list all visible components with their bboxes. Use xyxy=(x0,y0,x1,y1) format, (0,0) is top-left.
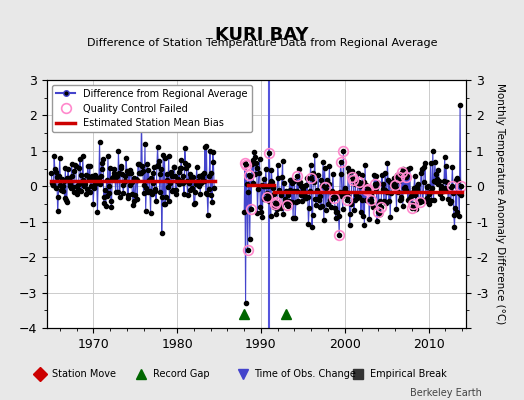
Text: Difference of Station Temperature Data from Regional Average: Difference of Station Temperature Data f… xyxy=(87,38,437,48)
Text: Berkeley Earth: Berkeley Earth xyxy=(410,388,482,398)
Text: Station Move: Station Move xyxy=(51,370,116,379)
Text: Time of Obs. Change: Time of Obs. Change xyxy=(255,370,356,379)
Legend: Difference from Regional Average, Quality Control Failed, Estimated Station Mean: Difference from Regional Average, Qualit… xyxy=(52,85,252,132)
Text: Empirical Break: Empirical Break xyxy=(370,370,446,379)
Text: KURI BAY: KURI BAY xyxy=(215,26,309,44)
Text: Record Gap: Record Gap xyxy=(153,370,210,379)
Y-axis label: Monthly Temperature Anomaly Difference (°C): Monthly Temperature Anomaly Difference (… xyxy=(495,83,505,325)
